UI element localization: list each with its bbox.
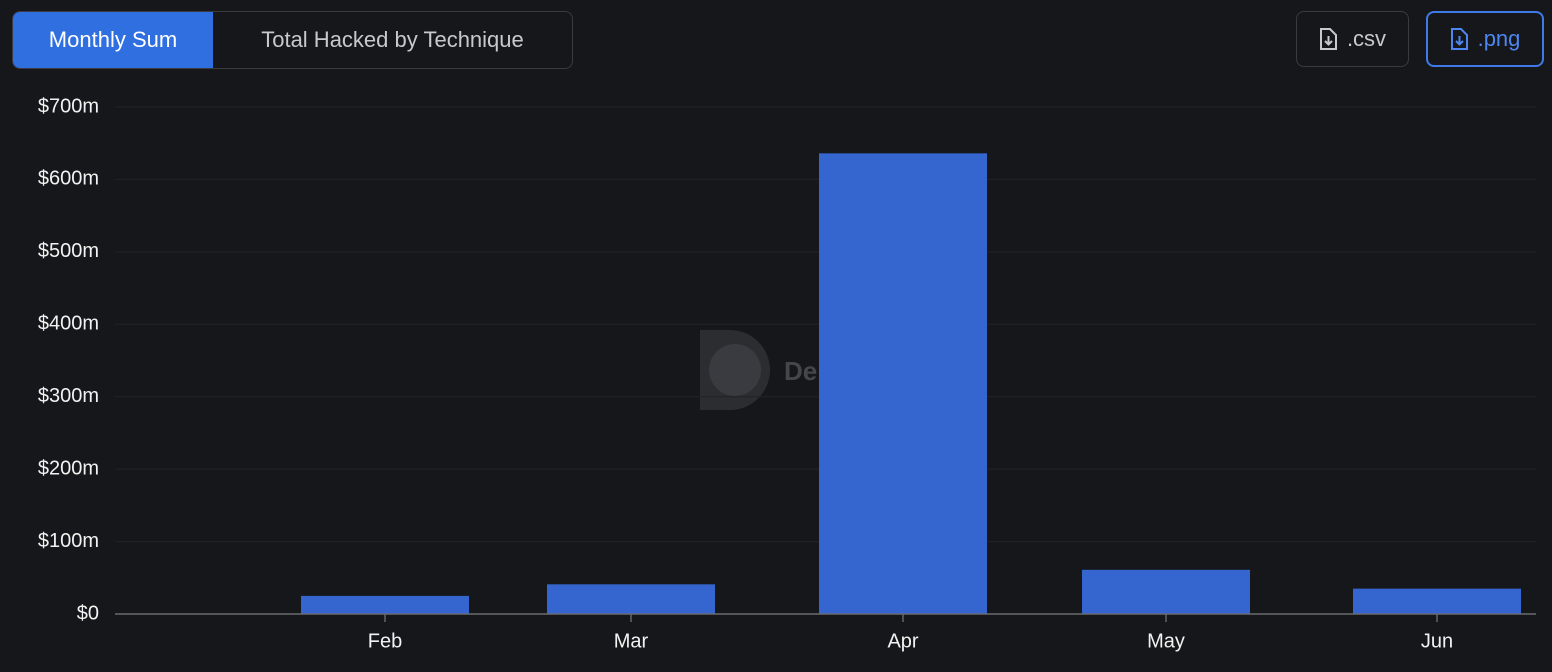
bar <box>547 584 715 614</box>
tab[interactable]: Monthly Sum <box>13 12 213 68</box>
watermark-logo <box>700 330 770 410</box>
y-tick-label: $700m <box>38 95 99 117</box>
bar <box>1353 588 1521 614</box>
x-tick-label: Jun <box>1421 630 1453 652</box>
download-button[interactable]: .csv <box>1296 11 1409 67</box>
y-tick-label: $500m <box>38 240 99 262</box>
y-tick-label: $600m <box>38 168 99 190</box>
x-tick-label: Feb <box>368 630 402 652</box>
y-tick-label: $200m <box>38 457 99 479</box>
bar <box>1082 569 1250 614</box>
tab[interactable]: Total Hacked by Technique <box>261 27 524 52</box>
y-tick-label: $100m <box>38 530 99 552</box>
file-icon <box>1319 28 1337 50</box>
bar <box>819 153 987 614</box>
button-label: .png <box>1477 26 1521 51</box>
file-icon <box>1450 28 1468 50</box>
x-tick-label: May <box>1147 630 1185 652</box>
x-tick-label: Apr <box>887 630 918 652</box>
button-label: .csv <box>1346 26 1387 51</box>
download-button[interactable]: .png <box>1426 11 1544 67</box>
x-tick-label: Mar <box>614 630 649 652</box>
tab-group: Monthly Sum Total Hacked by Technique <box>12 11 573 69</box>
y-tick-label: $400m <box>38 313 99 335</box>
bar <box>301 595 469 614</box>
watermark: De <box>784 356 817 386</box>
y-tick-label: $0 <box>77 602 99 624</box>
y-tick-label: $300m <box>38 385 99 407</box>
